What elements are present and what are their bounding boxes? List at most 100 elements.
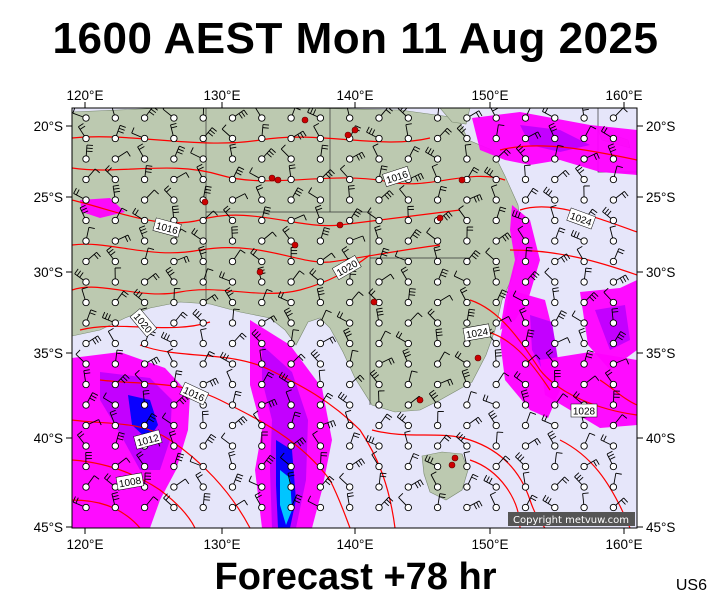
wind-barb	[433, 127, 452, 143]
wind-barb	[455, 431, 471, 450]
wind-barb	[609, 414, 628, 430]
wind-barb	[316, 336, 336, 348]
wind-barb	[463, 451, 471, 471]
isobar	[72, 459, 196, 528]
wind-barb	[404, 370, 418, 389]
wind-barb	[463, 500, 483, 512]
lon-label-top-150: 150°E	[472, 88, 509, 103]
wind-barb	[104, 165, 119, 184]
wind-barb	[316, 452, 328, 471]
wind-barb	[170, 395, 189, 409]
forecast-label: Forecast +78 hr	[214, 556, 497, 598]
wind-barb	[511, 209, 530, 225]
wind-barbs	[72, 108, 630, 512]
wind-barb	[258, 431, 268, 450]
wind-barb	[140, 108, 158, 122]
wind-barb	[463, 226, 474, 245]
wind-barb	[316, 287, 325, 307]
rain-area	[128, 395, 158, 440]
wind-barb	[492, 148, 511, 163]
wind-barb	[375, 273, 395, 286]
wind-barb	[138, 225, 149, 245]
wind-barb	[248, 475, 266, 491]
wind-barb	[521, 354, 541, 368]
wind-barb	[399, 184, 412, 204]
wind-barb	[375, 496, 394, 512]
wind-barb	[312, 430, 325, 450]
wind-barb	[228, 416, 248, 430]
lon-label-bottom-130: 130°E	[204, 537, 241, 552]
wind-barb	[316, 169, 335, 184]
wind-barb	[609, 108, 628, 122]
wind-barb	[199, 351, 215, 368]
wind-barb	[170, 255, 190, 266]
wind-barb	[512, 290, 530, 307]
wind-barb	[404, 123, 412, 143]
lat-label-right-25: 25°S	[646, 190, 675, 205]
wind-barb	[600, 434, 618, 450]
wind-barb	[458, 205, 471, 225]
wind-barb	[228, 308, 240, 327]
wind-barb	[251, 329, 266, 348]
wind-barb	[463, 250, 481, 266]
wind-barb	[170, 123, 178, 143]
wind-barb	[463, 391, 477, 409]
wind-barb	[220, 432, 237, 450]
wind-barb	[316, 420, 337, 430]
wind-barb	[170, 370, 183, 389]
wind-barb	[228, 332, 247, 348]
wind-barb	[404, 453, 420, 471]
wind-barb	[366, 126, 383, 143]
wind-barb	[111, 432, 125, 450]
wind-barb	[485, 247, 500, 266]
wind-barb	[433, 245, 442, 266]
wind-barb	[309, 268, 325, 286]
wind-barb	[258, 315, 278, 327]
station-marker	[351, 126, 359, 134]
wind-barb	[570, 229, 588, 245]
wind-barb	[82, 419, 102, 430]
wind-barb	[280, 452, 295, 471]
wind-barb	[551, 253, 571, 266]
wind-barb	[199, 434, 217, 450]
wind-barb	[576, 245, 588, 266]
wind-barb	[165, 266, 178, 286]
wind-barb	[375, 390, 385, 409]
lat-label-right-20: 20°S	[646, 119, 675, 134]
isobar	[72, 199, 461, 227]
wind-barb	[580, 375, 600, 389]
wind-barb	[75, 349, 90, 368]
wind-barb	[82, 251, 101, 266]
wind-barb	[82, 451, 92, 471]
lon-label-bottom-140: 140°E	[337, 537, 374, 552]
wind-barb	[575, 164, 588, 184]
wind-barb	[346, 291, 364, 307]
wind-barb	[404, 479, 424, 491]
isobar-label: 1024	[462, 323, 492, 342]
wind-barb	[346, 108, 354, 122]
wind-barb	[339, 472, 354, 491]
wind-barb	[140, 273, 160, 286]
wind-barb	[285, 389, 295, 409]
wind-barb	[219, 271, 237, 286]
wind-barb	[287, 214, 307, 225]
wind-barb	[609, 390, 620, 409]
wind-barb	[519, 307, 530, 327]
wind-barb	[521, 329, 535, 348]
rain-area	[540, 352, 637, 428]
wind-barb	[77, 123, 90, 143]
wind-barb	[580, 125, 597, 143]
wind-barb	[278, 371, 295, 389]
wind-barb	[219, 351, 237, 368]
wind-barb	[492, 349, 502, 368]
wind-barb	[609, 225, 618, 245]
wind-barb	[191, 227, 207, 245]
wind-barb	[170, 311, 188, 327]
wind-barb	[404, 205, 414, 225]
wind-barb	[580, 459, 600, 471]
wind-barb	[609, 165, 623, 184]
wind-barb	[433, 411, 444, 430]
station-marker	[274, 176, 282, 184]
wind-barb	[111, 150, 131, 163]
